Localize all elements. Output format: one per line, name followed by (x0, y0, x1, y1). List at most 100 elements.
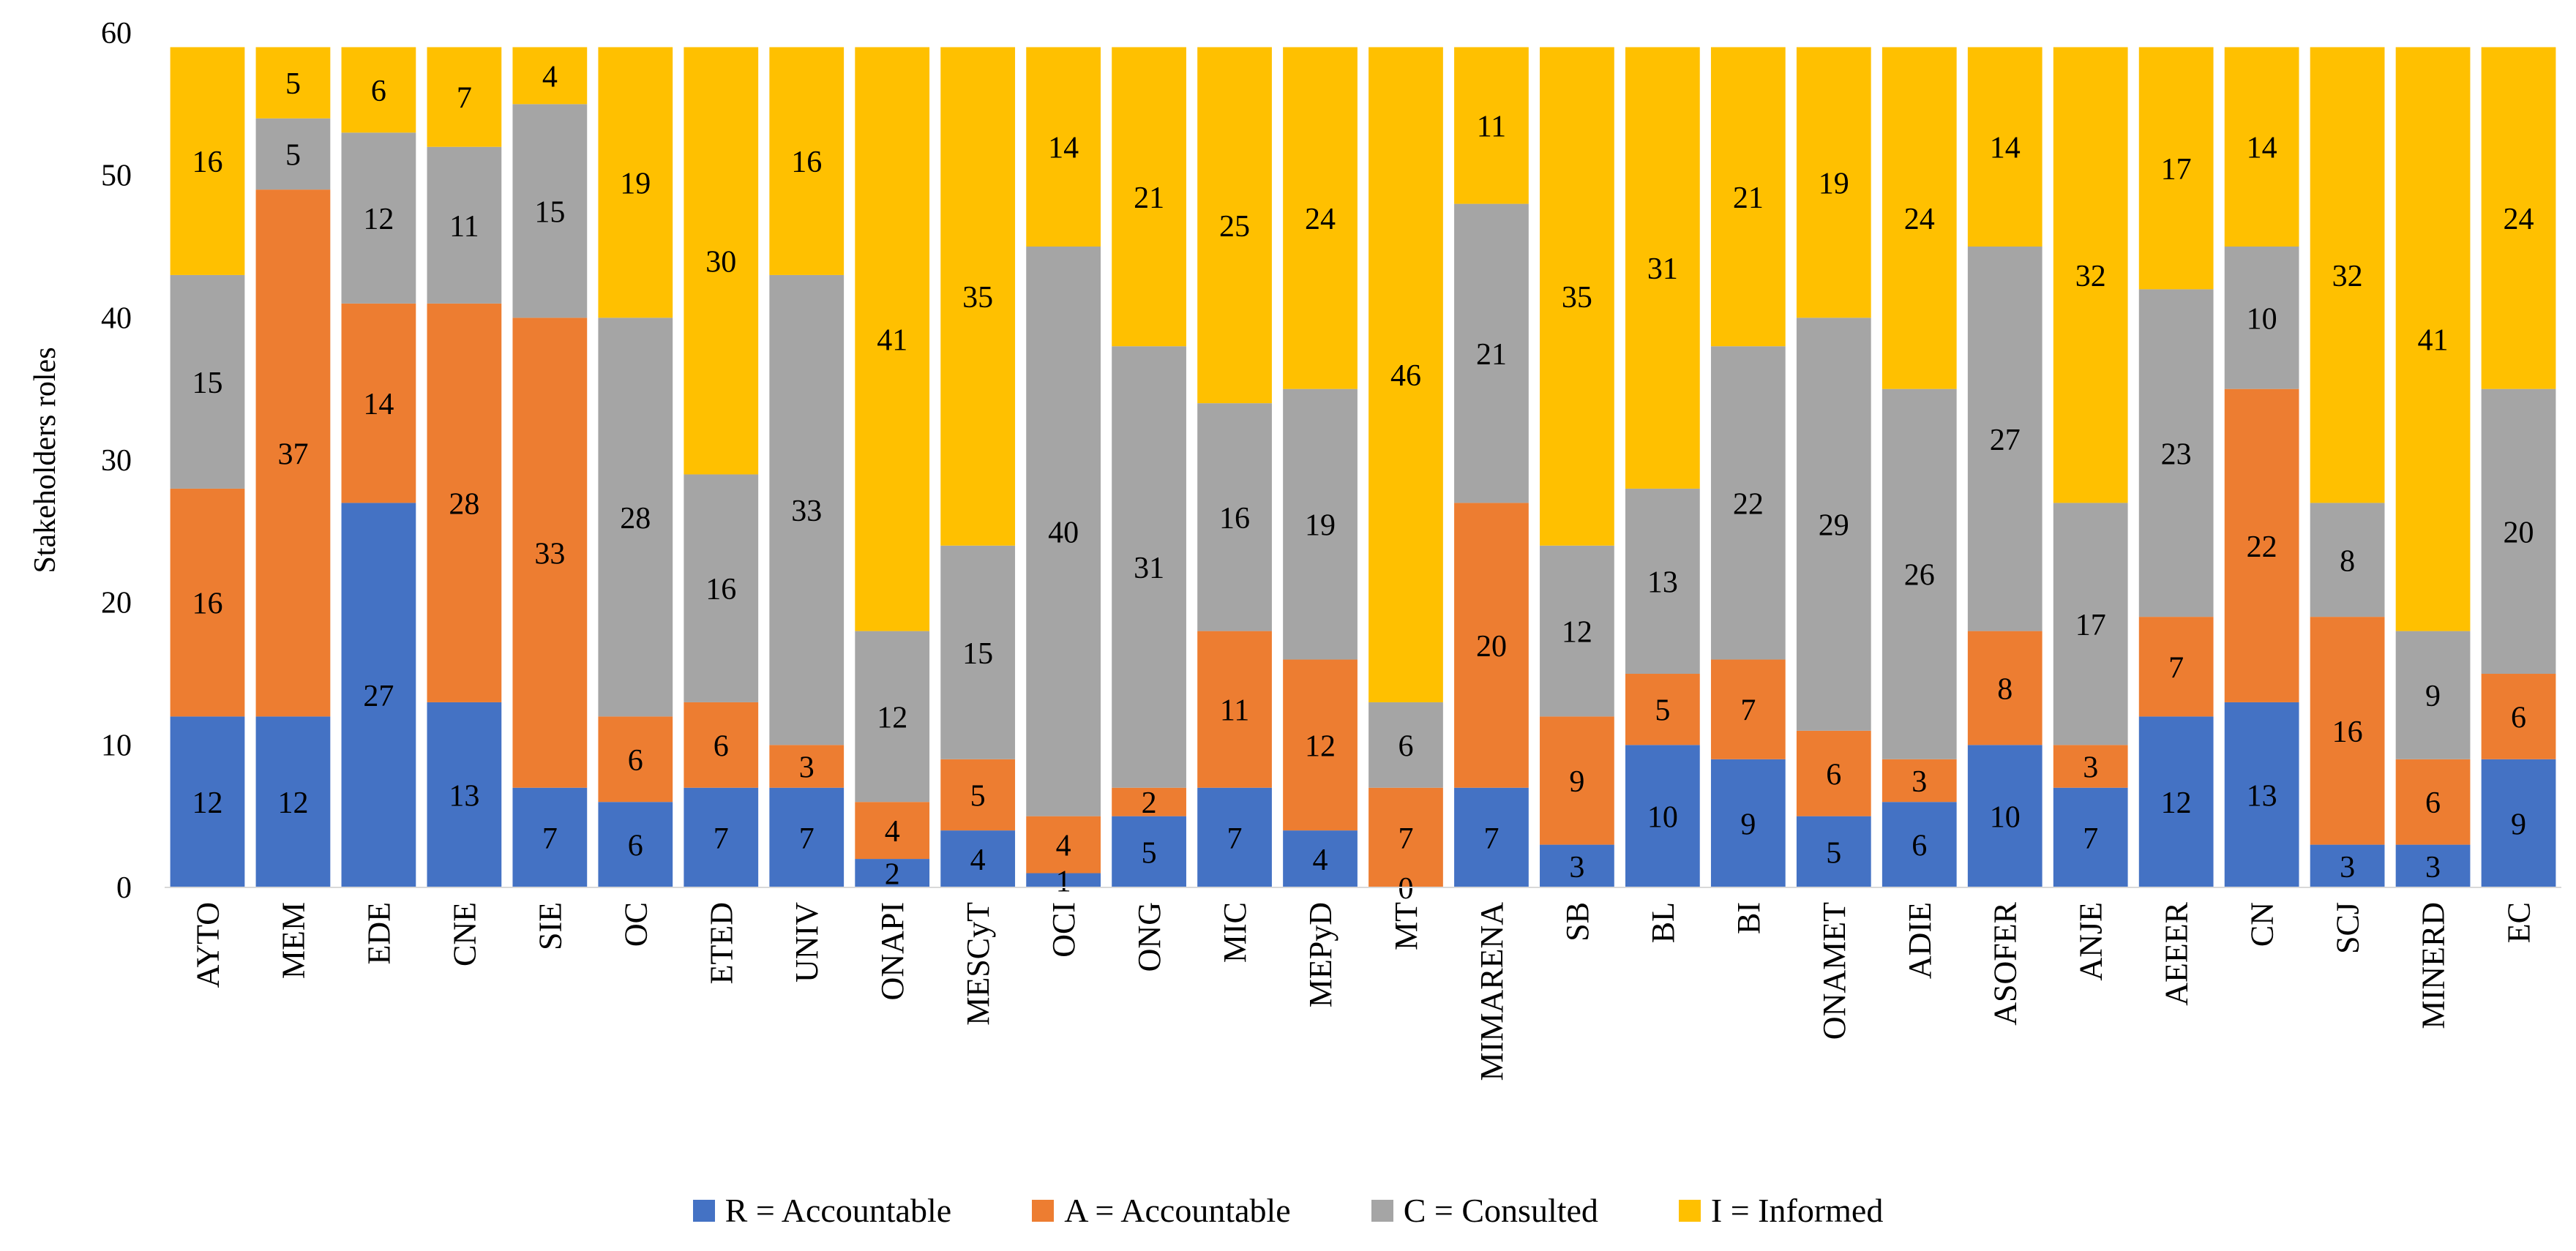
legend-label: C = Consulted (1403, 1192, 1598, 1229)
bar-segment (512, 787, 588, 887)
data-label: 8 (2340, 544, 2355, 578)
data-label: 19 (1819, 167, 1849, 200)
bar-segment (1368, 47, 1443, 702)
data-label: 11 (449, 210, 479, 244)
bar-segment (2395, 759, 2471, 845)
bar-segment (170, 716, 245, 887)
bars-group (170, 47, 2556, 887)
bar-segment (2481, 388, 2556, 674)
data-label: 23 (2161, 437, 2192, 471)
bar-segment (1197, 631, 1272, 788)
x-tick-label: MIMARENA (1474, 902, 1510, 1081)
y-axis-ticks: 0 10 20 30 40 50 60 (101, 17, 132, 905)
bar-segment (1454, 203, 1529, 503)
x-tick-label: CN (2244, 902, 2280, 947)
bar-segment (1540, 716, 1614, 845)
bar-segment (684, 702, 759, 788)
x-tick-label: SIE (532, 902, 568, 950)
data-label: 30 (705, 245, 736, 279)
bar-segment (940, 545, 1016, 759)
x-tick-label: MEM (275, 902, 311, 979)
data-label: 6 (714, 729, 729, 763)
data-label: 16 (791, 146, 822, 179)
bar-segment (255, 716, 331, 887)
data-label: 7 (1398, 822, 1413, 856)
bar-segment (598, 802, 673, 887)
data-label: 17 (2075, 609, 2106, 642)
data-label: 6 (2425, 786, 2441, 820)
bar-segment (1454, 47, 1529, 204)
bar-segment (341, 503, 416, 887)
bar-segment (769, 274, 845, 745)
data-label: 5 (1655, 694, 1670, 728)
data-label: 4 (1056, 830, 1071, 863)
data-label: 35 (1562, 281, 1592, 315)
legend-label: R = Accountable (724, 1192, 952, 1229)
bar-segment (1967, 47, 2043, 247)
data-label: 12 (1562, 616, 1592, 650)
data-label: 27 (1990, 424, 2021, 457)
data-label: 7 (714, 822, 729, 856)
data-label: 3 (1912, 765, 1927, 799)
bar-segment (2224, 702, 2299, 887)
bar-segment (1710, 47, 1786, 347)
data-label: 2 (1142, 786, 1157, 820)
data-label: 21 (1733, 181, 1764, 215)
data-label: 33 (791, 495, 822, 528)
bar-segment (1540, 844, 1614, 887)
legend-swatch (1032, 1199, 1055, 1222)
data-label: 6 (2511, 701, 2526, 735)
data-label: 7 (2083, 822, 2098, 856)
bar-segment (2138, 617, 2214, 717)
data-label: 12 (277, 786, 308, 820)
data-label: 3 (2340, 851, 2355, 884)
data-label: 4 (885, 815, 900, 849)
data-label: 4 (970, 844, 986, 877)
y-tick-label: 20 (101, 587, 132, 620)
bar-segment (1197, 47, 1272, 404)
data-label: 0 (1398, 872, 1413, 906)
data-label: 31 (1134, 552, 1164, 585)
bar-segment (1710, 659, 1786, 759)
data-label: 41 (877, 324, 907, 358)
x-tick-label: MINERD (2416, 902, 2452, 1029)
bar-segment (1796, 47, 1871, 318)
segment-labels: 1216151612375527141261328117733154662819… (192, 60, 2534, 906)
data-label: 19 (1305, 509, 1336, 543)
data-label: 27 (363, 680, 394, 713)
y-tick-label: 30 (101, 444, 132, 478)
bar-segment (170, 47, 245, 275)
legend-item: C = Consulted (1371, 1191, 1598, 1230)
bar-segment (684, 787, 759, 887)
x-tick-label: ONAMET (1816, 902, 1852, 1040)
data-label: 7 (457, 82, 472, 116)
bar-segment (427, 146, 502, 304)
data-label: 14 (2247, 132, 2277, 165)
bar-segment (2224, 388, 2299, 702)
data-label: 13 (1647, 566, 1678, 599)
bar-segment (1540, 47, 1614, 546)
data-label: 7 (542, 822, 558, 856)
bar-segment (1283, 388, 1358, 660)
x-tick-label: AEEER (2159, 901, 2195, 1005)
y-axis-title: Stakeholders roles (29, 347, 62, 573)
bar-segment (1112, 787, 1186, 816)
data-label: 12 (363, 203, 394, 236)
data-label: 22 (1733, 487, 1764, 521)
legend-item: I = Informed (1678, 1191, 1883, 1230)
bar-segment (2053, 47, 2128, 503)
data-label: 20 (2504, 516, 2534, 549)
bar-segment (1540, 545, 1614, 717)
bar-segment (1197, 403, 1272, 631)
data-label: 6 (1912, 830, 1927, 863)
y-tick-label: 60 (101, 17, 132, 50)
bar-segment (1882, 802, 1957, 887)
bar-segment (427, 47, 502, 147)
bar-segment (1197, 787, 1272, 887)
data-label: 12 (192, 786, 222, 820)
bar-segment (1283, 830, 1358, 887)
bar-segment (1710, 346, 1786, 660)
x-tick-label: OCI (1046, 902, 1082, 958)
x-tick-label: UNIV (789, 902, 825, 983)
data-label: 7 (799, 822, 815, 856)
